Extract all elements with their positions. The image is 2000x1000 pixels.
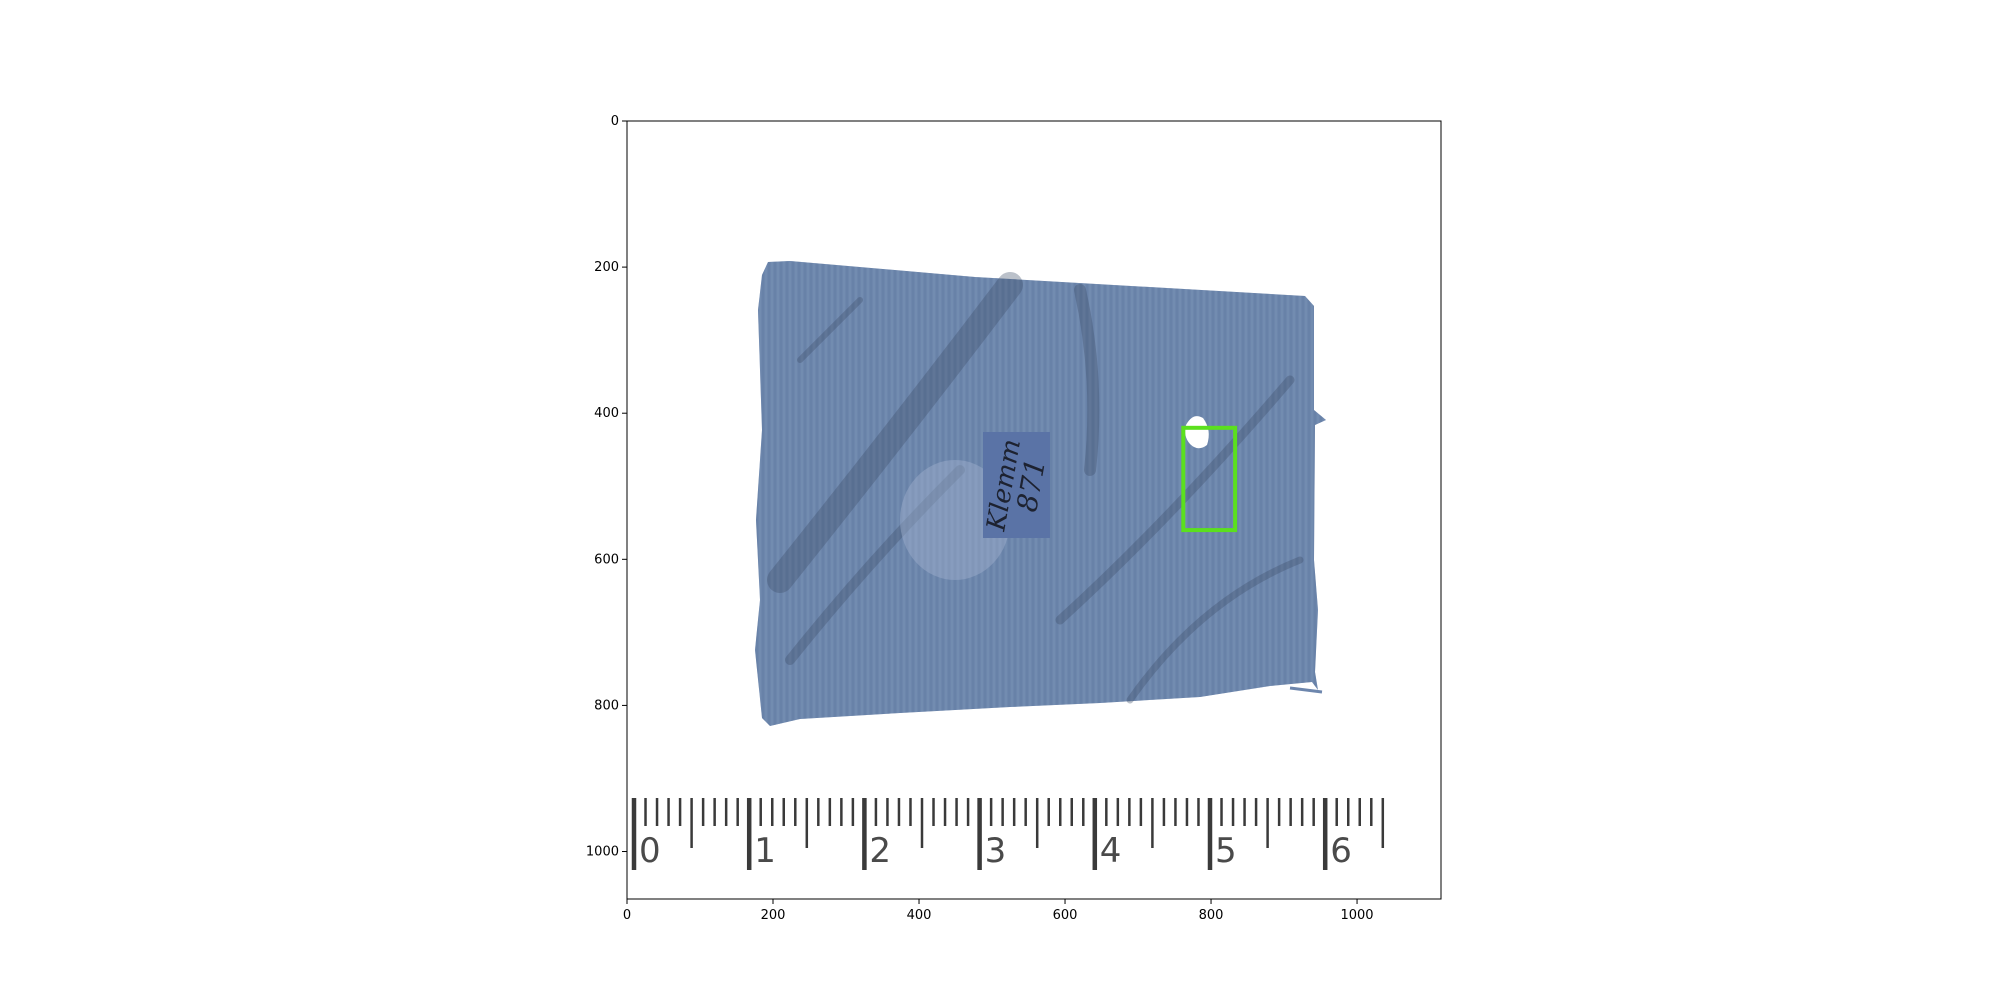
x-tick-label: 200 — [761, 908, 786, 923]
x-tick-label: 0 — [623, 908, 631, 923]
hole — [1185, 416, 1209, 449]
textile-fragment: Klemm 871 — [755, 261, 1326, 726]
ruler-number: 6 — [1330, 831, 1352, 871]
ruler-number: 4 — [1100, 831, 1122, 871]
worn-patch — [900, 460, 1010, 580]
ruler-number: 2 — [869, 831, 891, 871]
y-axis: 0 200 400 600 800 1000 — [586, 114, 627, 860]
y-tick-label: 200 — [594, 260, 619, 275]
x-tick-label: 1000 — [1340, 908, 1373, 923]
x-tick-label: 800 — [1199, 908, 1224, 923]
inscription-label: Klemm 871 — [981, 432, 1052, 538]
y-tick-label: 400 — [594, 406, 619, 421]
ruler-number: 5 — [1215, 831, 1237, 871]
ruler-number: 1 — [754, 831, 776, 871]
axes-frame — [626, 120, 1442, 900]
x-tick-label: 400 — [907, 908, 932, 923]
y-tick-label: 800 — [594, 698, 619, 713]
ruler-number: 0 — [639, 831, 661, 871]
x-tick-label: 600 — [1053, 908, 1078, 923]
image-area: Klemm 871 0 1 2 3 4 5 6 — [627, 121, 1441, 899]
fold-marks — [767, 272, 1304, 704]
y-tick-label: 0 — [611, 114, 619, 129]
x-axis: 0 200 400 600 800 1000 — [623, 899, 1374, 923]
y-tick-label: 1000 — [586, 845, 619, 860]
highlight-box — [1181, 425, 1238, 533]
ruler: 0 1 2 3 4 5 6 — [627, 792, 1441, 882]
ruler-number: 3 — [985, 831, 1007, 871]
y-tick-label: 600 — [594, 552, 619, 567]
